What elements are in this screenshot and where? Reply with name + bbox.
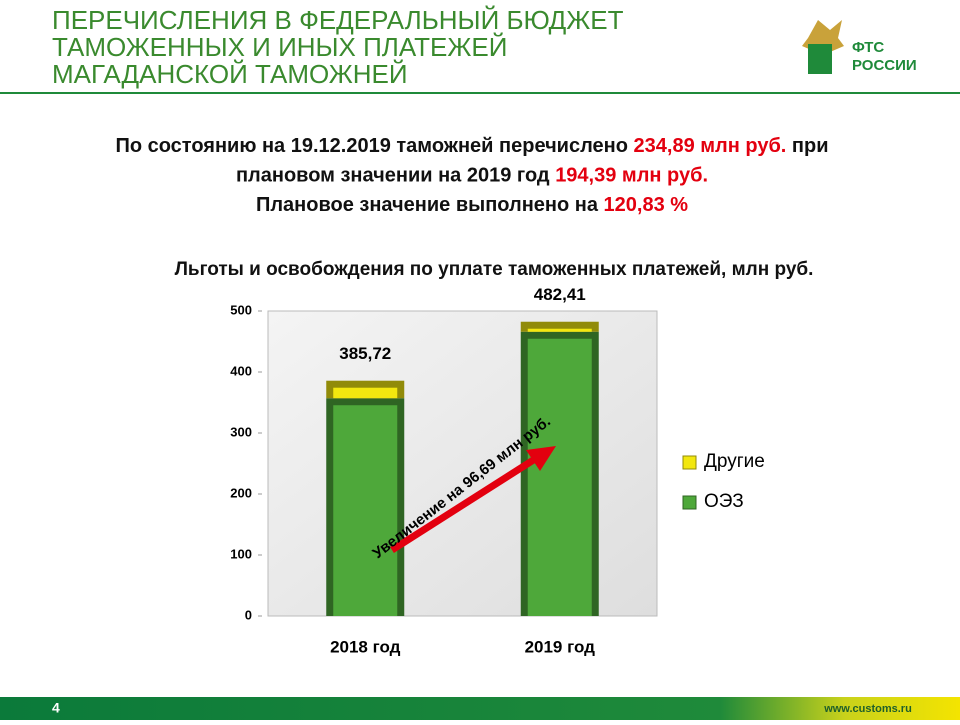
y-tick-label: 100 xyxy=(230,546,252,561)
legend-swatch xyxy=(682,455,697,470)
y-tick-label: 400 xyxy=(230,363,252,378)
title-line: ТАМОЖЕННЫХ И ИНЫХ ПЛАТЕЖЕЙ xyxy=(52,32,507,62)
bar-segment xyxy=(326,380,405,399)
bar-segment xyxy=(520,331,599,616)
header-title: ПЕРЕЧИСЛЕНИЯ В ФЕДЕРАЛЬНЫЙ БЮДЖЕТ ТАМОЖЕ… xyxy=(52,5,624,89)
data-label: 385,72 xyxy=(339,344,391,363)
y-tick-label: 300 xyxy=(230,424,252,439)
data-label: 482,41 xyxy=(534,285,586,304)
footer-band xyxy=(0,697,960,720)
legend-swatch xyxy=(682,495,697,510)
arrow-head xyxy=(526,446,556,471)
bar xyxy=(520,321,599,332)
x-tick-label: 2018 год xyxy=(330,637,401,656)
summary-segment: при xyxy=(786,135,828,157)
bar-face xyxy=(333,405,398,616)
summary-segment: По состоянию на 19.12.2019 таможней пере… xyxy=(115,135,633,157)
y-tick-label: 0 xyxy=(245,607,252,622)
header-band xyxy=(0,0,960,93)
emblem-shield xyxy=(808,44,832,74)
y-tick-label: 500 xyxy=(230,302,252,317)
title-line: МАГАДАНСКОЙ ТАМОЖНЕЙ xyxy=(52,59,408,89)
legend-label: Другие xyxy=(704,451,765,472)
summary-line: По состоянию на 19.12.2019 таможней пере… xyxy=(115,135,828,157)
logo-text: РОССИИ xyxy=(852,57,917,74)
summary-segment: Плановое значение выполнено на xyxy=(256,194,604,216)
summary-segment: 120,83 % xyxy=(604,194,689,216)
chart: 0 100 200 300 400 500 2018 год 385,72 2019 год 48… xyxy=(230,285,765,656)
bar-segment xyxy=(520,321,599,332)
logo: ФТС РОССИИ xyxy=(802,20,917,74)
summary-segment: 234,89 млн руб. xyxy=(634,135,787,157)
arrow xyxy=(390,456,537,553)
title-line: ПЕРЕЧИСЛЕНИЯ В ФЕДЕРАЛЬНЫЙ БЮДЖЕТ xyxy=(52,5,624,35)
logo-text: ФТС xyxy=(852,39,884,56)
page-number: 4 xyxy=(52,700,60,716)
summary-line: плановом значении на 2019 год 194,39 млн… xyxy=(236,165,708,187)
summary-segment: 194,39 млн руб. xyxy=(555,165,708,187)
legend-label: ОЭЗ xyxy=(704,491,744,512)
bar-face xyxy=(527,338,592,616)
summary-line: Плановое значение выполнено на 120,83 % xyxy=(256,194,688,216)
chart-title: Льготы и освобождения по уплате таможенн… xyxy=(175,259,814,280)
summary-segment: плановом значении на 2019 год xyxy=(236,165,555,187)
bar-segment xyxy=(326,398,405,616)
summary: По состоянию на 19.12.2019 таможней пере… xyxy=(115,135,828,216)
site: www.customs.ru xyxy=(823,703,912,715)
y-tick-label: 200 xyxy=(230,485,252,500)
x-tick-label: 2019 год xyxy=(525,637,596,656)
bar-face xyxy=(333,387,398,399)
bar-face xyxy=(527,328,592,332)
